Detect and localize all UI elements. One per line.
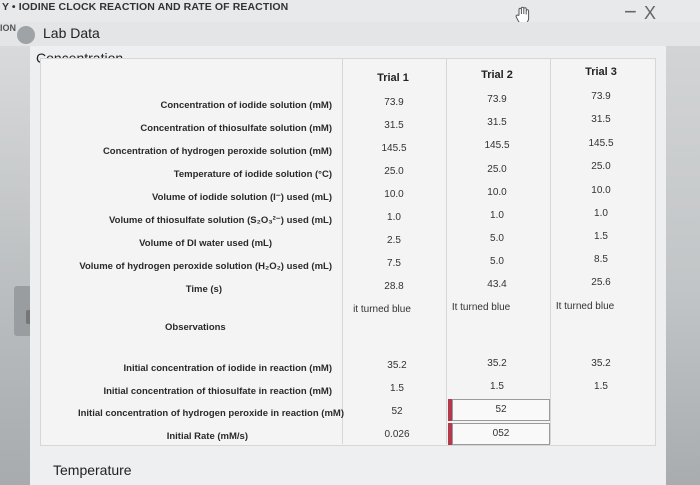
- observation-text[interactable]: it turned blue: [353, 304, 411, 315]
- table-cell: 31.5: [384, 120, 404, 131]
- row-label: Volume of thiosulfate solution (S₂O₃²⁻) …: [109, 215, 332, 226]
- table-cell: 25.0: [591, 161, 611, 172]
- table-cell: 31.5: [487, 117, 507, 128]
- table-cell: 35.2: [487, 358, 507, 369]
- temperature-section-title[interactable]: Temperature: [53, 462, 132, 478]
- app-title: Y • IODINE CLOCK REACTION AND RATE OF RE…: [2, 1, 289, 13]
- table-cell: 7.5: [387, 258, 401, 269]
- column-divider: [550, 58, 551, 444]
- row-label: Concentration of hydrogen peroxide solut…: [102, 146, 332, 157]
- table-cell: 10.0: [591, 185, 611, 196]
- table-cell: 10.0: [384, 189, 404, 200]
- table-cell: 73.9: [487, 94, 507, 105]
- table-cell: 8.5: [594, 254, 608, 265]
- table-cell: 5.0: [490, 256, 504, 267]
- table-cell: 1.5: [594, 231, 608, 242]
- observation-text[interactable]: It turned blue: [555, 301, 615, 312]
- table-cell: 25.6: [591, 277, 611, 288]
- row-label: Temperature of iodide solution (°C): [173, 169, 332, 180]
- table-cell: 145.5: [381, 143, 407, 154]
- row-label: Volume of iodide solution (I⁻) used (mL): [151, 192, 332, 203]
- side-tab[interactable]: ION: [0, 23, 17, 33]
- error-marker: [448, 423, 455, 445]
- table-cell: 1.5: [594, 381, 608, 392]
- minimize-button[interactable]: −: [624, 0, 637, 24]
- table-cell: 1.5: [490, 381, 504, 392]
- calc-row-label: Initial concentration of thiosulfate in …: [103, 386, 332, 397]
- table-cell: 1.0: [594, 208, 608, 219]
- right-background: [665, 46, 700, 485]
- table-cell: 2.5: [387, 235, 401, 246]
- calc-row-label: Initial Rate (mM/s): [166, 431, 248, 442]
- row-label: Volume of DI water used (mL): [139, 238, 272, 249]
- peroxide-initial-concentration-input[interactable]: 52: [452, 399, 550, 421]
- lab-data-title: Lab Data: [43, 25, 100, 41]
- table-cell: 145.5: [484, 140, 510, 151]
- lab-header: [0, 22, 700, 46]
- trial-3-header: Trial 3: [585, 66, 617, 78]
- observation-text[interactable]: It turned blue: [451, 302, 511, 313]
- table-cell: 25.0: [487, 164, 507, 175]
- table-cell: 28.8: [384, 281, 404, 292]
- table-cell: 1.0: [490, 210, 504, 221]
- trial-1-header: Trial 1: [377, 72, 409, 84]
- initial-rate-input[interactable]: 052: [452, 423, 550, 445]
- row-label: Time (s): [185, 284, 222, 295]
- title-bar: Y • IODINE CLOCK REACTION AND RATE OF RE…: [0, 0, 700, 25]
- observations-label: Observations: [165, 322, 226, 333]
- data-table: [40, 58, 656, 446]
- table-cell: 25.0: [384, 166, 404, 177]
- calc-row-label: Initial concentration of hydrogen peroxi…: [77, 408, 344, 419]
- calc-row-label: Initial concentration of iodide in react…: [123, 363, 332, 374]
- table-cell: 1.0: [387, 212, 401, 223]
- table-cell: 35.2: [591, 358, 611, 369]
- row-label: Volume of hydrogen peroxide solution (H₂…: [79, 261, 332, 272]
- row-label: Concentration of iodide solution (mM): [160, 100, 332, 111]
- column-divider: [446, 58, 447, 444]
- table-cell: 73.9: [591, 91, 611, 102]
- trial-2-header: Trial 2: [481, 69, 513, 81]
- table-cell: 10.0: [487, 187, 507, 198]
- lab-icon: [17, 26, 35, 44]
- table-cell: 0.026: [384, 429, 410, 440]
- column-divider: [342, 58, 343, 444]
- table-cell: 73.9: [384, 97, 404, 108]
- close-button[interactable]: X: [644, 3, 657, 23]
- table-cell: 43.4: [487, 279, 507, 290]
- table-cell: 35.2: [387, 360, 407, 371]
- table-cell: 1.5: [390, 383, 404, 394]
- table-cell: 52: [391, 406, 403, 417]
- table-cell: 145.5: [588, 138, 614, 149]
- error-marker: [448, 399, 455, 421]
- table-cell: 5.0: [490, 233, 504, 244]
- row-label: Concentration of thiosulfate solution (m…: [140, 123, 332, 134]
- table-cell: 31.5: [591, 114, 611, 125]
